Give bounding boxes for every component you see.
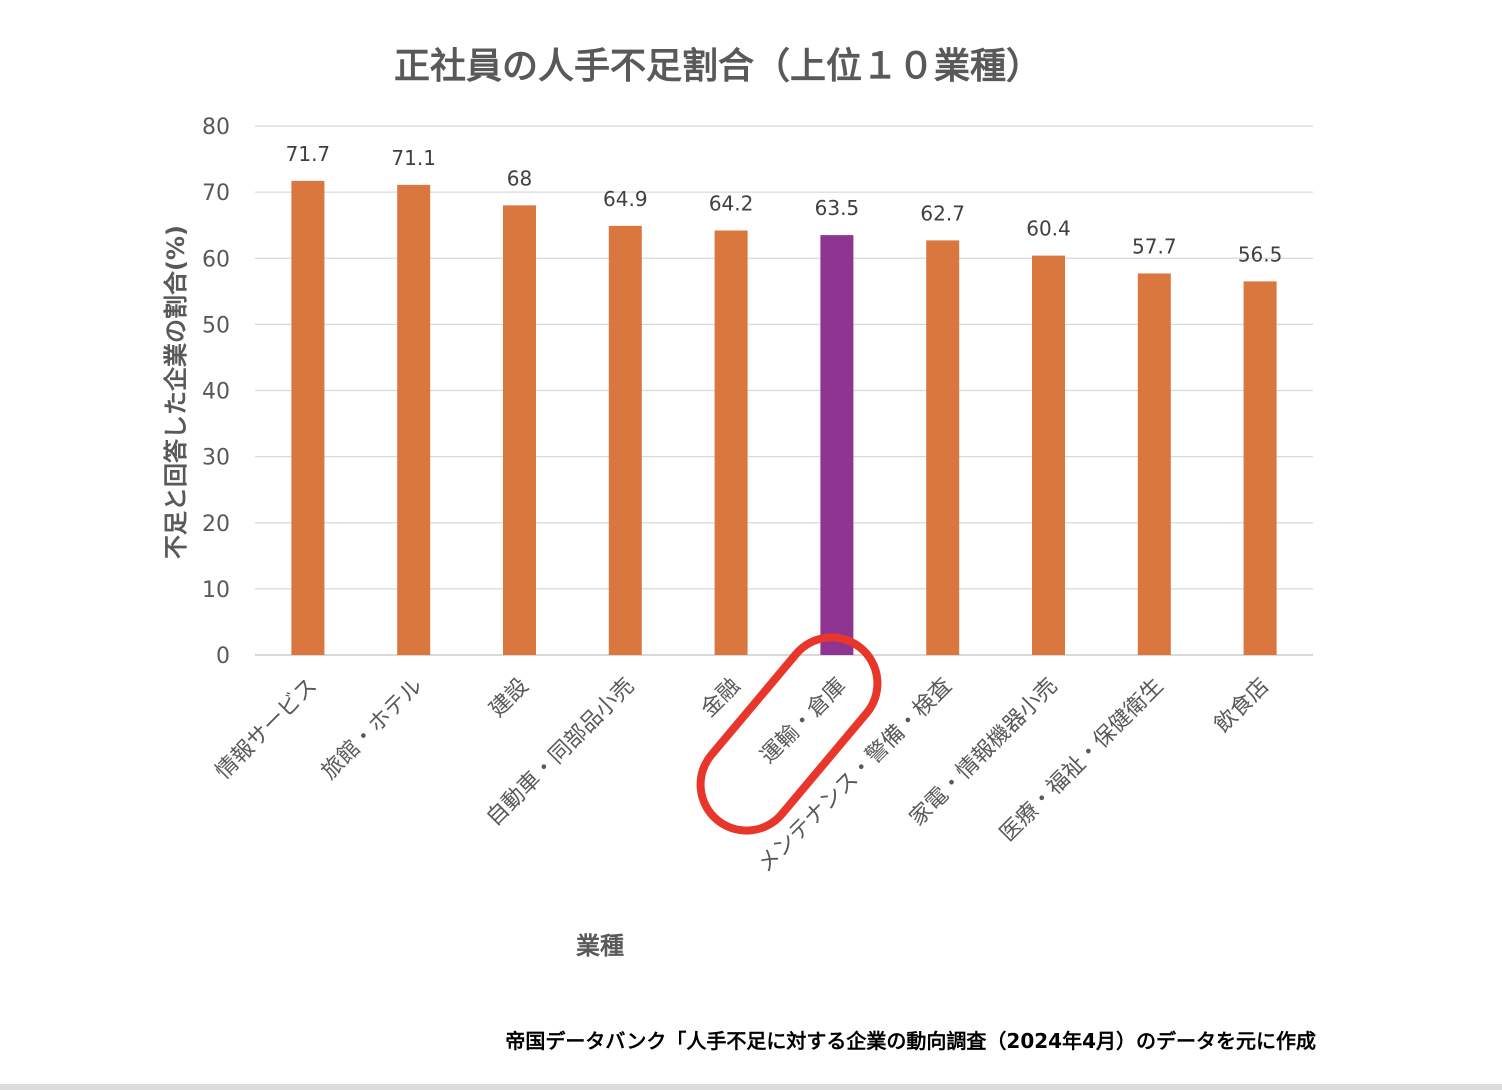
data-label: 71.7 <box>286 142 331 166</box>
y-tick-label: 30 <box>202 446 230 471</box>
bar <box>926 240 960 656</box>
source-note: 帝国データバンク「人手不足に対する企業の動向調査（2024年4月）のデータを元に… <box>505 1029 1316 1053</box>
data-label: 62.7 <box>920 201 965 225</box>
chart-title: 正社員の人手不足割合（上位１０業種） <box>394 46 1042 87</box>
x-tick-label: 飲食店 <box>1210 674 1274 738</box>
y-axis-title: 不足と回答した企業の割合(%) <box>162 225 190 559</box>
y-tick-label: 50 <box>202 313 230 338</box>
y-tick-label: 80 <box>202 115 230 140</box>
gridlines <box>255 125 1313 656</box>
highlight-annotation-circle <box>696 633 882 835</box>
data-label: 71.1 <box>391 146 436 170</box>
bars <box>291 180 1277 656</box>
y-tick-label: 10 <box>202 578 230 603</box>
bar <box>1137 273 1171 655</box>
x-axis-title: 業種 <box>576 932 624 960</box>
x-tick-label: 建設 <box>485 674 534 723</box>
bar <box>820 235 854 655</box>
y-axis-ticks: 0 10 20 30 40 50 60 70 80 <box>202 115 230 669</box>
y-tick-label: 60 <box>202 247 230 272</box>
bar <box>714 230 748 656</box>
data-label: 64.9 <box>603 187 648 211</box>
bar <box>1243 281 1277 655</box>
data-label: 68 <box>507 166 532 190</box>
data-label: 64.2 <box>709 191 754 215</box>
bar <box>503 205 536 655</box>
bottom-border <box>0 1084 1502 1090</box>
data-label: 63.5 <box>815 196 860 220</box>
bar <box>291 180 325 656</box>
y-tick-label: 70 <box>202 181 230 206</box>
x-tick-label: メンテナンス・警備・検査 <box>753 674 957 878</box>
bar <box>1032 255 1065 656</box>
y-tick-label: 0 <box>216 644 230 669</box>
data-label: 57.7 <box>1132 234 1177 258</box>
data-labels: 71.7 71.1 68 64.9 64.2 63.5 62.7 60.4 57.7 56.5 <box>286 142 1283 267</box>
bar <box>397 184 431 655</box>
y-tick-label: 40 <box>202 380 230 405</box>
x-tick-label: 旅館・ホテル <box>317 674 428 785</box>
bar <box>608 225 642 655</box>
y-tick-label: 20 <box>202 512 230 537</box>
data-label: 60.4 <box>1026 217 1071 241</box>
x-tick-label: 金融 <box>697 674 746 723</box>
x-tick-label: 情報サービス <box>211 674 322 785</box>
data-label: 56.5 <box>1238 242 1283 266</box>
